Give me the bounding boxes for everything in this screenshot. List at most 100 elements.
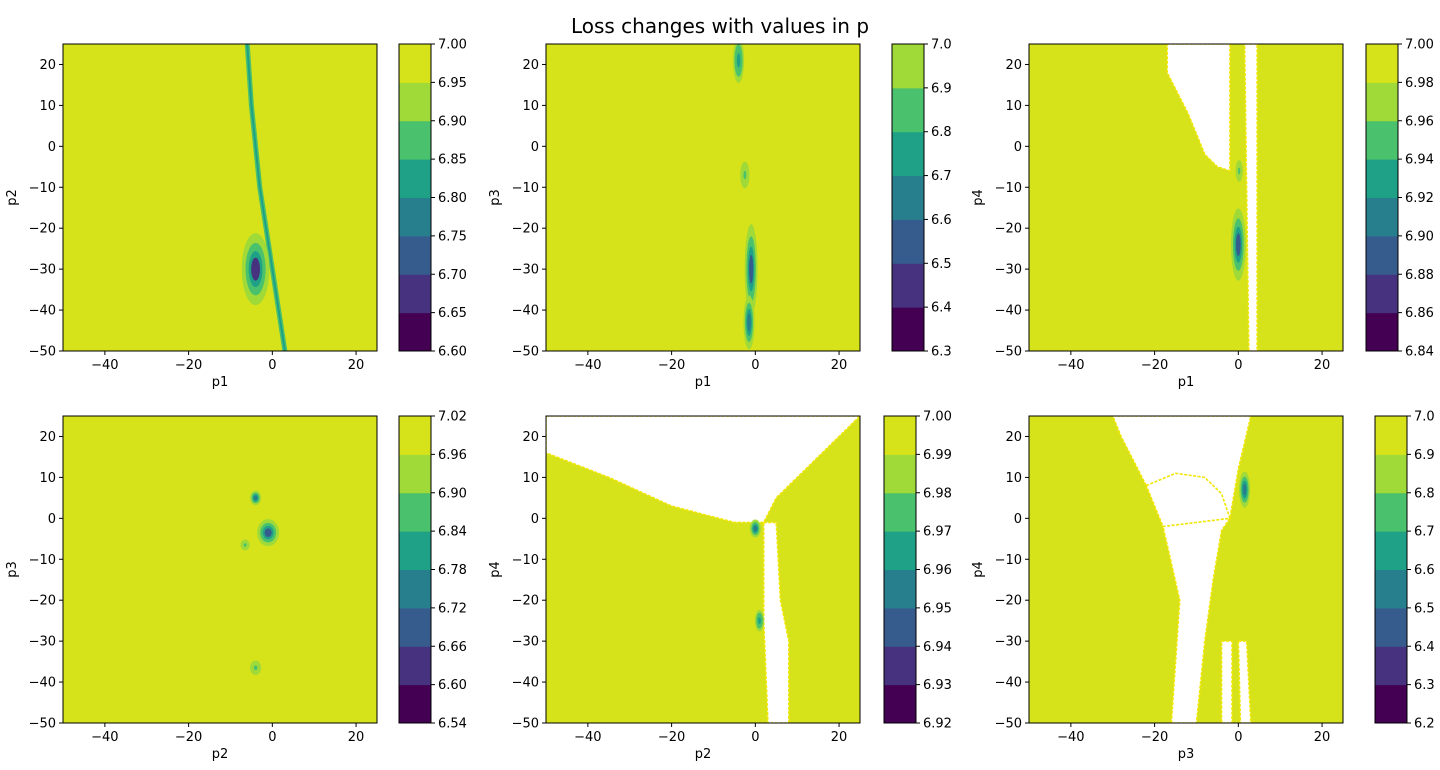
colorbar-segment	[892, 307, 924, 352]
void-region-4	[1237, 640, 1252, 723]
colorbar: 6.84 6.86 6.88 6.90 6.92 6.94 6.96 6.98 7.00	[1365, 38, 1434, 360]
colorbar-tick-label: 6.9	[931, 81, 952, 96]
colorbar-segment	[1375, 454, 1407, 494]
x-tick-label: 0	[268, 730, 276, 745]
x-tick-label: −20	[175, 730, 202, 745]
colorbar-segment	[1366, 159, 1398, 198]
colorbar-segment	[399, 684, 431, 724]
colorbar: 6.92 6.93 6.94 6.95 6.96 6.97 6.98 6.99 7.00	[883, 410, 952, 732]
colorbar-tick-label: 6.95	[923, 601, 952, 616]
colorbar-tick-label: 6.8	[1414, 486, 1435, 501]
colorbar-tick-label: 6.88	[1405, 268, 1434, 283]
colorbar-segment	[399, 120, 431, 160]
contour-blob-3	[753, 525, 758, 532]
contour-blob-2	[264, 528, 272, 537]
colorbar-tick-label: 6.92	[1405, 191, 1434, 206]
colorbar-segment	[399, 416, 431, 455]
y-tick-label: −10	[995, 553, 1022, 568]
y-tick-label: −40	[29, 676, 56, 691]
y-tick-label: −10	[29, 181, 56, 196]
colorbar-segment	[399, 82, 431, 122]
colorbar: 6.54 6.60 6.66 6.72 6.78 6.84 6.90 6.96 7.02	[398, 410, 467, 732]
x-tick-label: −40	[574, 358, 601, 373]
colorbar-tick-label: 6.54	[438, 717, 467, 732]
colorbar-tick-label: 6.84	[438, 525, 467, 540]
y-tick-label: −20	[995, 594, 1022, 609]
contour-blob-5	[1242, 483, 1247, 496]
subplot-6: −40 −20 0 20−50−40−30−20−1001020p3p46.26.36…	[971, 410, 1435, 763]
colorbar-tick-label: 6.5	[931, 257, 952, 272]
contour-blob-1	[253, 495, 258, 501]
y-tick-label: −40	[512, 304, 539, 319]
colorbar-tick-label: 6.84	[1405, 345, 1434, 360]
y-tick-label: 0	[48, 512, 56, 527]
colorbar-segment	[1366, 197, 1398, 237]
colorbar-tick-label: 6.99	[923, 448, 952, 463]
colorbar-tick-label: 6.93	[923, 678, 952, 693]
x-tick-label: −40	[1057, 730, 1084, 745]
plot-area	[63, 44, 377, 351]
x-axis-label: p1	[1178, 375, 1195, 390]
y-tick-label: 20	[39, 58, 56, 73]
colorbar-segment	[892, 263, 924, 308]
y-tick-label: −50	[29, 717, 56, 732]
void-region-2	[762, 521, 790, 723]
colorbar-tick-label: 6.72	[438, 601, 467, 616]
axes-frame	[1028, 415, 1344, 724]
colorbar-segment	[1375, 646, 1407, 686]
colorbar-tick-label: 6.70	[438, 268, 467, 283]
colorbar-tick-label: 6.98	[1405, 76, 1434, 91]
contour-blob-4	[758, 617, 761, 625]
colorbar-tick-label: 6.97	[923, 525, 952, 540]
contour-blob-4	[1237, 167, 1241, 175]
y-tick-label: 0	[1014, 140, 1022, 155]
x-axis-label: p2	[212, 747, 229, 762]
x-tick-label: 0	[268, 358, 276, 373]
colorbar-segment	[1366, 312, 1398, 352]
y-tick-label: −50	[29, 345, 56, 360]
figure-title: Loss changes with values in p	[571, 14, 869, 38]
x-tick-label: −20	[1141, 730, 1168, 745]
colorbar-tick-label: 7.00	[438, 38, 467, 53]
colorbar-segment	[892, 44, 924, 89]
contour-blob-1	[736, 53, 741, 68]
contour-features	[241, 44, 288, 351]
y-tick-label: 10	[522, 99, 539, 114]
y-tick-label: −20	[29, 222, 56, 237]
colorbar-segment	[1366, 120, 1398, 160]
colorbar-segment	[1375, 492, 1407, 532]
colorbar-tick-label: 6.96	[438, 448, 467, 463]
subplot-4: −40 −20 0 20 −50 −40 −30 −20 −10 0 10 20 p2 p3 6.54 6.6…	[5, 410, 467, 763]
contour-features	[1111, 416, 1252, 723]
colorbar-tick-label: 6.78	[438, 563, 467, 578]
colorbar-tick-label: 6.9	[1414, 448, 1435, 463]
ridge-line	[246, 44, 286, 351]
y-tick-label: −20	[512, 594, 539, 609]
y-tick-label: −30	[995, 263, 1022, 278]
y-tick-label: −20	[29, 594, 56, 609]
y-tick-label: 20	[522, 430, 539, 445]
y-tick-label: −10	[512, 553, 539, 568]
colorbar-tick-label: 6.92	[923, 717, 952, 732]
colorbar-tick-label: 6.7	[1414, 525, 1435, 540]
colorbar-tick-label: 6.85	[438, 153, 467, 168]
y-axis-label: p4	[971, 561, 986, 578]
x-tick-label: 0	[751, 358, 759, 373]
colorbar-segment	[1375, 607, 1407, 647]
colorbar-tick-label: 6.80	[438, 191, 467, 206]
colorbar-segment	[884, 569, 916, 609]
colorbar-segment	[399, 312, 431, 352]
x-axis-label: p2	[695, 747, 712, 762]
x-tick-label: −40	[574, 730, 601, 745]
colorbar-segment	[892, 131, 924, 177]
y-tick-label: 10	[39, 471, 56, 486]
colorbar-tick-label: 7.0	[1414, 410, 1435, 425]
colorbar-tick-label: 7.00	[923, 410, 952, 425]
colorbar-segment	[884, 531, 916, 570]
colorbar-tick-label: 6.90	[438, 114, 467, 129]
colorbar-segment	[884, 607, 916, 647]
contour-features	[1166, 44, 1258, 351]
x-axis-label: p1	[695, 375, 712, 390]
colorbar-segment	[1375, 569, 1407, 609]
